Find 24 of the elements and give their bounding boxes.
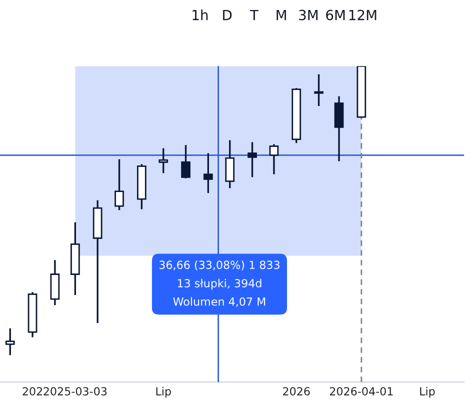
- x-tick-label: 2025-03-03: [44, 387, 107, 396]
- text: D: [223, 10, 232, 20]
- x-tick-label: Lip: [156, 386, 171, 398]
- candlestick: [334, 95, 344, 162]
- text: M: [276, 10, 286, 20]
- candlestick: [269, 143, 279, 176]
- x-tick-label: 2026: [283, 387, 310, 396]
- candlestick: [248, 141, 257, 178]
- text: 3M: [299, 10, 318, 20]
- x-tick-label: 202: [22, 387, 42, 396]
- candlestick: [181, 144, 190, 180]
- candlestick: [158, 147, 168, 174]
- x-tick-label: Lip: [420, 386, 435, 398]
- candlestick: [204, 152, 213, 194]
- text: T: [250, 10, 258, 20]
- candlestick: [314, 73, 324, 107]
- candlestick: [5, 327, 15, 356]
- text: 6M: [326, 10, 345, 20]
- annotation: 36,66 (33,08%) 1 833 13 słupki, 394d Wolumen 4,07 M: [159, 260, 280, 307]
- candlestick: [114, 158, 124, 211]
- candlestick: [225, 139, 235, 189]
- x-tick-label: 2026-04-01: [330, 387, 393, 396]
- text: 1h: [192, 10, 208, 20]
- text: 12M: [349, 10, 376, 20]
